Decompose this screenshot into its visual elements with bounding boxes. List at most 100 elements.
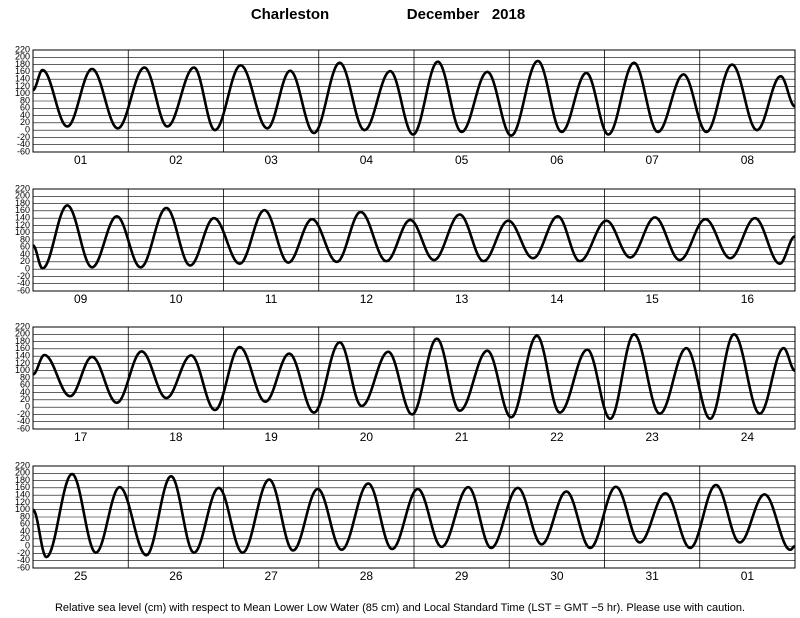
y-tick-label: 120	[15, 497, 30, 507]
y-tick-label: 140	[15, 213, 30, 223]
y-tick-label: 0	[25, 541, 30, 551]
y-tick-label: 140	[15, 351, 30, 361]
panel-frame	[32, 465, 796, 569]
panel-frame	[32, 49, 796, 153]
y-tick-label: 60	[20, 103, 30, 113]
y-tick-label: 20	[20, 394, 30, 404]
footnote: Relative sea level (cm) with respect to …	[55, 602, 745, 614]
y-tick-label: 0	[25, 402, 30, 412]
y-tick-label: 0	[25, 125, 30, 135]
y-tick-label: 20	[20, 533, 30, 543]
tide-curve	[32, 332, 796, 421]
day-label: 14	[550, 292, 564, 306]
day-label: 11	[265, 292, 278, 306]
y-tick-label: -20	[17, 271, 30, 281]
day-label: 07	[645, 153, 659, 167]
day-label: 23	[645, 430, 659, 444]
y-tick-label: 220	[15, 183, 30, 193]
y-tick-label: 200	[15, 52, 30, 62]
tide-curve	[32, 59, 796, 137]
y-tick-label: 160	[15, 205, 30, 215]
y-tick-label: -60	[17, 562, 30, 572]
y-tick-label: -40	[17, 278, 30, 288]
y-tick-label: -20	[17, 409, 30, 419]
y-tick-label: -40	[17, 416, 30, 426]
y-tick-label: 40	[20, 110, 30, 120]
day-label: 12	[360, 292, 374, 306]
y-tick-label: 60	[20, 380, 30, 390]
y-tick-label: 60	[20, 519, 30, 529]
y-tick-label: 0	[25, 264, 30, 274]
y-tick-label: 180	[15, 336, 30, 346]
y-tick-label: -20	[17, 132, 30, 142]
day-label: 28	[360, 569, 374, 583]
y-tick-label: 100	[15, 504, 30, 514]
day-label: 08	[741, 153, 755, 167]
y-tick-label: 100	[15, 88, 30, 98]
y-tick-label: 160	[15, 66, 30, 76]
day-label: 05	[455, 153, 469, 167]
day-label: 04	[360, 153, 374, 167]
y-tick-label: 80	[20, 234, 30, 244]
panel-frame	[32, 188, 796, 292]
title-date: December 2018	[407, 6, 525, 23]
title-place: Charleston	[251, 6, 329, 23]
y-tick-label: -40	[17, 139, 30, 149]
y-tick-label: 160	[15, 343, 30, 353]
tide-curve	[32, 472, 797, 559]
day-label: 13	[455, 292, 469, 306]
day-label: 10	[169, 292, 183, 306]
y-tick-label: 80	[20, 372, 30, 382]
day-label: 02	[169, 153, 183, 167]
y-tick-label: 220	[15, 321, 30, 331]
y-tick-label: 20	[20, 256, 30, 266]
y-tick-label: 220	[15, 460, 30, 470]
y-tick-label: -20	[17, 548, 30, 558]
y-tick-label: 160	[15, 482, 30, 492]
y-tick-label: 200	[15, 191, 30, 201]
y-tick-label: 140	[15, 74, 30, 84]
day-label: 18	[169, 430, 183, 444]
y-tick-label: 120	[15, 358, 30, 368]
y-tick-label: 120	[15, 81, 30, 91]
day-label: 16	[741, 292, 755, 306]
y-tick-label: -60	[17, 423, 30, 433]
y-tick-label: 120	[15, 220, 30, 230]
y-tick-label: -40	[17, 555, 30, 565]
day-label: 17	[74, 430, 88, 444]
day-label: 19	[264, 430, 278, 444]
y-tick-label: 20	[20, 117, 30, 127]
y-tick-label: 40	[20, 526, 30, 536]
tide-curve	[32, 204, 796, 270]
day-label: 30	[550, 569, 564, 583]
day-label: 22	[550, 430, 564, 444]
y-tick-label: 40	[20, 249, 30, 259]
day-label: 01	[74, 153, 88, 167]
day-label: 24	[741, 430, 755, 444]
y-tick-label: 220	[15, 44, 30, 54]
y-tick-label: 60	[20, 242, 30, 252]
y-tick-label: 200	[15, 468, 30, 478]
day-label: 20	[360, 430, 374, 444]
y-tick-label: 100	[15, 227, 30, 237]
day-label: 26	[169, 569, 183, 583]
y-tick-label: 200	[15, 329, 30, 339]
day-label: 29	[455, 569, 469, 583]
y-tick-label: 100	[15, 365, 30, 375]
y-tick-label: 40	[20, 387, 30, 397]
y-tick-label: -60	[17, 285, 30, 295]
day-label: 21	[455, 430, 469, 444]
day-label: 09	[74, 292, 88, 306]
day-label: 15	[645, 292, 659, 306]
y-tick-label: 140	[15, 490, 30, 500]
day-label: 31	[645, 569, 659, 583]
y-tick-label: 180	[15, 198, 30, 208]
y-tick-label: 180	[15, 59, 30, 69]
y-tick-label: 180	[15, 475, 30, 485]
panel-frame	[32, 326, 796, 430]
y-tick-label: -60	[17, 146, 30, 156]
day-label: 25	[74, 569, 88, 583]
y-tick-label: 80	[20, 511, 30, 521]
day-label: 27	[264, 569, 278, 583]
